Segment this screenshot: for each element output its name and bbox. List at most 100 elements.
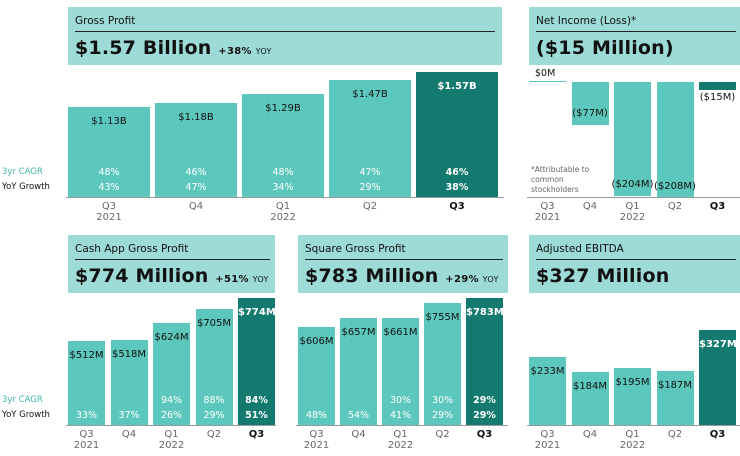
- gross_profit-yoy-value: 43%: [98, 182, 120, 193]
- net-income-value: ($15 Million): [536, 37, 674, 59]
- cash_app-x-tick: Q3 2021: [73, 429, 100, 451]
- cash_app-bar: [195, 309, 233, 425]
- net-income-x-tick: Q3 2021: [534, 201, 561, 223]
- gross_profit-yoy-value: 34%: [272, 182, 294, 193]
- ebitda-bar: [614, 368, 651, 425]
- net-income-x-tick: Q2: [667, 201, 683, 212]
- cash_app-bar-label: $512M: [69, 349, 104, 361]
- gross-profit-panel: Gross Profit $1.57 Billion +38% YOY 3yr …: [0, 0, 510, 228]
- cash_app-bar-label: $705M: [196, 318, 232, 330]
- net-income-bar: [699, 82, 736, 91]
- cash_app-x-tick: Q4: [121, 429, 137, 440]
- square-x-tick: Q4: [351, 429, 366, 440]
- gross_profit-bar: [329, 79, 411, 197]
- square-bar-label: $661M: [383, 326, 418, 338]
- header-rule: [75, 31, 495, 32]
- square-bar-label: $755M: [425, 311, 460, 323]
- net-income-bar-label: ($204M): [611, 178, 654, 190]
- ebitda-x-tick: Q2: [667, 429, 683, 440]
- cash_app-axis: [66, 425, 276, 426]
- square-bar-label: $606M: [299, 335, 334, 347]
- cash_app-bar: [153, 322, 190, 425]
- gross_profit-bar-label: $1.29B: [265, 103, 301, 115]
- gross_profit-bar: [242, 94, 324, 197]
- cash-app-panel: Cash App Gross Profit $774 Million +51% …: [0, 0, 290, 456]
- square-bar: [298, 326, 335, 425]
- square-yoy-value: 48%: [305, 410, 328, 421]
- gross_profit-bar: [416, 72, 498, 197]
- net-income-zero-label: $0M: [535, 68, 556, 79]
- gp-yoy-side-label: YoY Growth: [2, 182, 50, 192]
- cash_app-yoy-value: 29%: [203, 410, 225, 421]
- gross_profit-yoy-value: 29%: [359, 182, 381, 193]
- gross-profit-header: Gross Profit $1.57 Billion +38% YOY: [68, 7, 502, 65]
- net-income-panel: Net Income (Loss)* ($15 Million) *Attrib…: [527, 7, 740, 223]
- square-x-tick: Q2: [435, 429, 450, 440]
- cash_app-yoy-value: 37%: [118, 410, 140, 421]
- cash_app-yoy-value: 33%: [75, 410, 98, 421]
- square-value: $783 Million +29% YOY: [305, 265, 499, 287]
- net-income-footnote: *Attributable to common stockholders: [531, 165, 590, 194]
- square-amount: $783 Million: [305, 265, 439, 287]
- net-income-x-tick: Q4: [582, 201, 598, 212]
- square-yoy-value: 29%: [431, 410, 454, 421]
- square-yoy: +29% YOY: [445, 274, 499, 285]
- ebitda-bar: [571, 371, 609, 425]
- net-income-axis: [527, 197, 740, 198]
- net-income-bar-label: ($15M): [699, 92, 736, 104]
- gross_profit-cagr-value: 46%: [445, 167, 469, 178]
- cash_app-bar-label: $518M: [111, 349, 147, 360]
- gross_profit-bar-label: $1.18B: [178, 112, 214, 124]
- square-x-tick: Q3: [476, 429, 493, 440]
- square-bar-label: $783M: [466, 307, 504, 318]
- gross_profit-bar: [68, 107, 150, 197]
- gross_profit-x-tick: Q3: [449, 201, 465, 212]
- ebitda-label: Adjusted EBITDA: [536, 243, 624, 255]
- ebitda-bar-label: $327M: [699, 339, 737, 350]
- gross-profit-label: Gross Profit: [75, 15, 136, 27]
- header-rule: [75, 259, 270, 260]
- square-label: Square Gross Profit: [305, 243, 406, 255]
- net-income-header: Net Income (Loss)* ($15 Million): [529, 7, 740, 65]
- ebitda-x-tick: Q1 2022: [619, 429, 646, 451]
- cash_app-cagr-value: 88%: [203, 395, 225, 406]
- ebitda-bar-label: $184M: [572, 380, 608, 392]
- ebitda-bar-label: $187M: [657, 379, 693, 391]
- net-income-zero-line: [529, 81, 566, 82]
- ebitda-bar-label: $195M: [615, 377, 650, 389]
- net-income-x-tick: Q1 2022: [619, 201, 646, 223]
- square-yoy-value: 29%: [473, 410, 496, 421]
- net-income-bar: [571, 82, 609, 125]
- cash_app-bar-label: $624M: [154, 331, 189, 343]
- ebitda-bar-label: $233M: [530, 366, 565, 378]
- cash_app-x-tick: Q1 2022: [158, 429, 185, 451]
- gross_profit-x-tick: Q2: [362, 201, 378, 212]
- gross-profit-amount: $1.57 Billion: [75, 37, 212, 59]
- ebitda-bar: [699, 330, 736, 425]
- square-header: Square Gross Profit $783 Million +29% YO…: [298, 235, 508, 293]
- gross_profit-x-tick: Q3 2021: [96, 201, 122, 223]
- gross-profit-yoy: +38% YOY: [218, 46, 272, 57]
- gross_profit-cagr-value: 48%: [98, 167, 120, 178]
- square-panel: Square Gross Profit $783 Million +29% YO…: [296, 235, 508, 451]
- cash_app-x-tick: Q3: [248, 429, 265, 440]
- cash_app-bar-label: $774M: [238, 307, 276, 318]
- cash-app-header: Cash App Gross Profit $774 Million +51% …: [68, 235, 275, 293]
- cash_app-x-tick: Q2: [206, 429, 222, 440]
- square-bar: [340, 318, 377, 425]
- gross_profit-axis: [66, 197, 504, 198]
- ebitda-x-tick: Q4: [582, 429, 598, 440]
- cash_app-yoy-value: 51%: [245, 410, 268, 421]
- square-x-tick: Q3 2021: [303, 429, 330, 451]
- header-rule: [536, 259, 736, 260]
- cash_app-bar: [238, 298, 275, 425]
- gross_profit-bar-label: $1.57B: [437, 81, 477, 92]
- square-cagr-value: 29%: [473, 395, 496, 406]
- cash-app-yoy: +51% YOY: [215, 274, 269, 285]
- gross_profit-cagr-value: 48%: [272, 167, 294, 178]
- net-income-bar: [656, 82, 694, 198]
- gross_profit-cagr-value: 47%: [359, 167, 381, 178]
- net-income-label: Net Income (Loss)*: [536, 15, 637, 27]
- square-bar-label: $657M: [341, 327, 376, 339]
